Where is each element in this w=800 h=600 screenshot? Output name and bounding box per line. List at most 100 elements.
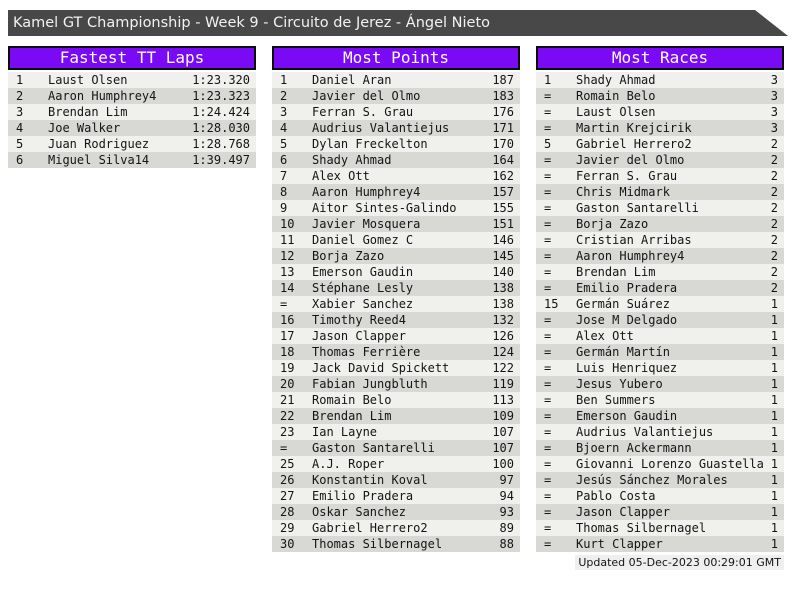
name-cell: Brendan Lim bbox=[312, 409, 392, 423]
name-cell: Chris Midmark bbox=[576, 185, 670, 199]
rank-cell: = bbox=[544, 441, 552, 455]
value-cell: 132 bbox=[492, 313, 514, 327]
value-cell: 1:24.424 bbox=[192, 105, 250, 119]
name-cell: Aitor Sintes-Galindo bbox=[312, 201, 457, 215]
value-cell: 107 bbox=[492, 425, 514, 439]
table-row: 4 Joe Walker 1:28.030 bbox=[8, 120, 256, 136]
name-cell: Timothy Reed4 bbox=[312, 313, 406, 327]
value-cell: 1 bbox=[770, 441, 778, 455]
value-cell: 1 bbox=[770, 425, 778, 439]
table-row: 9 Aitor Sintes-Galindo 155 bbox=[272, 200, 520, 216]
rank-cell: = bbox=[280, 297, 288, 311]
name-cell: Alex Ott bbox=[576, 329, 634, 343]
name-cell: Stéphane Lesly bbox=[312, 281, 414, 295]
value-cell: 100 bbox=[492, 457, 514, 471]
rank-cell: = bbox=[544, 361, 552, 375]
rank-cell: 29 bbox=[280, 521, 295, 535]
rank-cell: 4 bbox=[280, 121, 288, 135]
rank-cell: = bbox=[280, 441, 288, 455]
value-cell: 2 bbox=[770, 281, 778, 295]
table-row: 25 A.J. Roper 100 bbox=[272, 456, 520, 472]
value-cell: 93 bbox=[499, 505, 514, 519]
value-cell: 1:28.030 bbox=[192, 121, 250, 135]
rank-cell: = bbox=[544, 489, 552, 503]
table-row: = Romain Belo 3 bbox=[536, 88, 784, 104]
table-row: = Germán Martín 1 bbox=[536, 344, 784, 360]
rank-cell: 23 bbox=[280, 425, 295, 439]
value-cell: 122 bbox=[492, 361, 514, 375]
rank-cell: = bbox=[544, 153, 552, 167]
name-cell: Thomas Ferrière bbox=[312, 345, 421, 359]
value-cell: 119 bbox=[492, 377, 514, 391]
rank-cell: = bbox=[544, 377, 552, 391]
rank-cell: 11 bbox=[280, 233, 295, 247]
name-cell: Emilio Pradera bbox=[576, 281, 678, 295]
name-cell: Gabriel Herrero2 bbox=[312, 521, 428, 535]
name-cell: Xabier Sanchez bbox=[312, 297, 414, 311]
rank-cell: = bbox=[544, 537, 552, 551]
table-row: 8 Aaron Humphrey4 157 bbox=[272, 184, 520, 200]
name-cell: Fabian Jungbluth bbox=[312, 377, 428, 391]
name-cell: Jack David Spickett bbox=[312, 361, 450, 375]
table-row: 14 Stéphane Lesly 138 bbox=[272, 280, 520, 296]
value-cell: 164 bbox=[492, 153, 514, 167]
name-cell: Ferran S. Grau bbox=[312, 105, 414, 119]
table-row: 21 Romain Belo 113 bbox=[272, 392, 520, 408]
rank-cell: 4 bbox=[16, 121, 24, 135]
name-cell: Jesus Yubero bbox=[576, 377, 663, 391]
table-row: 22 Brendan Lim 109 bbox=[272, 408, 520, 424]
rank-cell: 15 bbox=[544, 297, 559, 311]
table-row: 17 Jason Clapper 126 bbox=[272, 328, 520, 344]
table-row: 7 Alex Ott 162 bbox=[272, 168, 520, 184]
name-cell: Javier del Olmo bbox=[576, 153, 685, 167]
name-cell: Javier del Olmo bbox=[312, 89, 421, 103]
name-cell: Aaron Humphrey4 bbox=[576, 249, 685, 263]
name-cell: Cristian Arribas bbox=[576, 233, 692, 247]
value-cell: 1 bbox=[770, 489, 778, 503]
name-cell: Emerson Gaudin bbox=[312, 265, 414, 279]
rank-cell: 5 bbox=[16, 137, 24, 151]
table-row: 13 Emerson Gaudin 140 bbox=[272, 264, 520, 280]
value-cell: 94 bbox=[499, 489, 514, 503]
name-cell: Germán Suárez bbox=[576, 297, 670, 311]
value-cell: 151 bbox=[492, 217, 514, 231]
table-row: = Emilio Pradera 2 bbox=[536, 280, 784, 296]
rank-cell: = bbox=[544, 185, 552, 199]
value-cell: 3 bbox=[770, 73, 778, 87]
rank-cell: 6 bbox=[16, 153, 24, 167]
name-cell: Borja Zazo bbox=[312, 249, 385, 263]
table-row: 16 Timothy Reed4 132 bbox=[272, 312, 520, 328]
updated-timestamp: Updated 05-Dec-2023 00:29:01 GMT bbox=[575, 555, 784, 570]
value-cell: 1 bbox=[770, 409, 778, 423]
value-cell: 2 bbox=[770, 249, 778, 263]
value-cell: 162 bbox=[492, 169, 514, 183]
name-cell: Ferran S. Grau bbox=[576, 169, 678, 183]
name-cell: Gaston Santarelli bbox=[576, 201, 699, 215]
table-rows-most-points: 1 Daniel Aran 187 2 Javier del Olmo 183 3 Ferra… bbox=[272, 72, 520, 552]
rank-cell: = bbox=[544, 233, 552, 247]
rank-cell: = bbox=[544, 313, 552, 327]
rank-cell: = bbox=[544, 505, 552, 519]
table-row: 3 Ferran S. Grau 176 bbox=[272, 104, 520, 120]
rank-cell: = bbox=[544, 89, 552, 103]
name-cell: Emilio Pradera bbox=[312, 489, 414, 503]
value-cell: 1 bbox=[770, 393, 778, 407]
name-cell: Ben Summers bbox=[576, 393, 656, 407]
table-row: = Luis Henriquez 1 bbox=[536, 360, 784, 376]
rank-cell: = bbox=[544, 217, 552, 231]
name-cell: Thomas Silbernagel bbox=[576, 521, 707, 535]
name-cell: Martin Krejcirik bbox=[576, 121, 692, 135]
value-cell: 146 bbox=[492, 233, 514, 247]
rank-cell: 2 bbox=[16, 89, 24, 103]
rank-cell: 5 bbox=[544, 137, 552, 151]
name-cell: Audrius Valantiejus bbox=[312, 121, 450, 135]
rank-cell: = bbox=[544, 473, 552, 487]
value-cell: 2 bbox=[770, 217, 778, 231]
table-row: = Gaston Santarelli 2 bbox=[536, 200, 784, 216]
rank-cell: 13 bbox=[280, 265, 295, 279]
value-cell: 183 bbox=[492, 89, 514, 103]
table-row: 2 Javier del Olmo 183 bbox=[272, 88, 520, 104]
value-cell: 3 bbox=[770, 121, 778, 135]
value-cell: 1 bbox=[770, 537, 778, 551]
table-row: = Ben Summers 1 bbox=[536, 392, 784, 408]
